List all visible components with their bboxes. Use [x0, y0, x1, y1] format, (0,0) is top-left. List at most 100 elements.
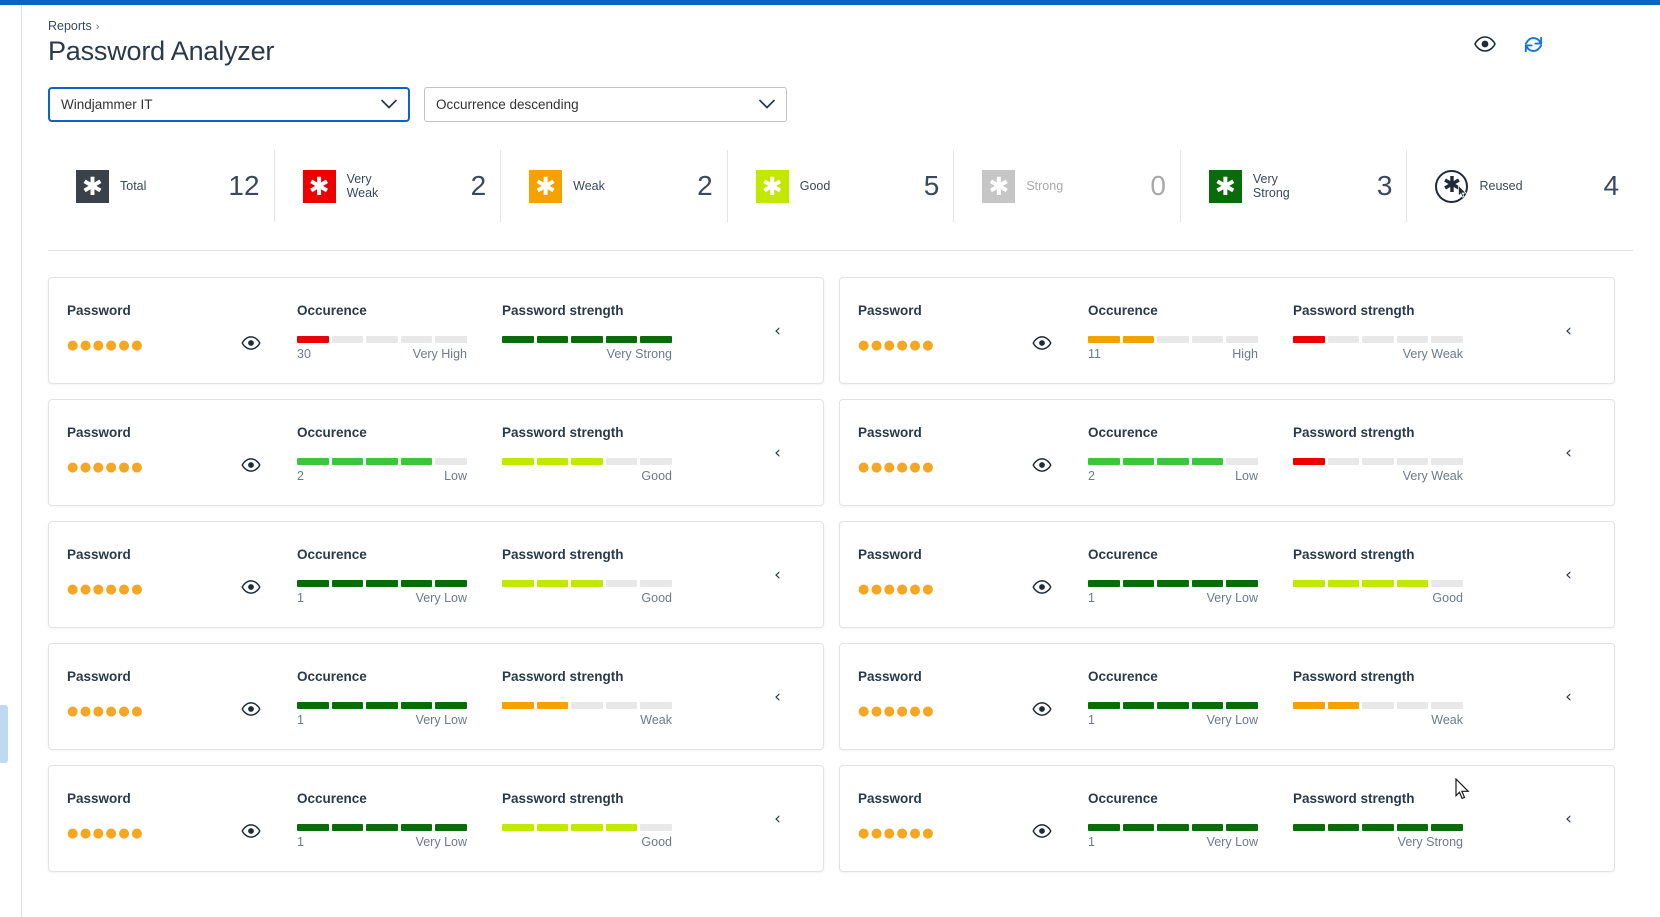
bar-segment	[331, 702, 364, 709]
password-card[interactable]: Password ●●●●●● Occurence 30 Very High Passwo…	[48, 277, 824, 384]
occurrence-column: Occurence 11 High	[1088, 278, 1293, 383]
password-card[interactable]: Password ●●●●●● Occurence 11 High Password st…	[839, 277, 1615, 384]
bar-segment	[1122, 458, 1155, 465]
eye-icon[interactable]	[241, 824, 261, 843]
bar-segment	[1122, 824, 1155, 831]
stat-value: 12	[228, 170, 260, 201]
rail-collapse-handle[interactable]	[0, 705, 8, 763]
asterisk-icon: ✱	[302, 169, 336, 203]
password-card[interactable]: Password ●●●●●● Occurence 1 Very Low Password…	[48, 521, 824, 628]
occurrence-value: 1	[297, 713, 304, 727]
stat-value: 0	[1150, 170, 1166, 201]
bar-segment	[400, 336, 433, 343]
occurrence-label: Very Low	[415, 591, 467, 605]
stat-value: 3	[1376, 170, 1393, 201]
chevron-left-icon[interactable]: ‹	[774, 442, 781, 463]
chevron-left-icon[interactable]: ‹	[774, 320, 781, 341]
strength-footer: Good	[502, 835, 672, 849]
stat-card-very-weak[interactable]: ✱ Very Weak 2	[275, 150, 502, 222]
chevron-left-icon[interactable]: ‹	[1565, 808, 1572, 829]
password-column-header: Password	[858, 303, 922, 318]
eye-icon[interactable]	[1032, 824, 1052, 843]
breadcrumb-reports-link[interactable]: Reports	[48, 19, 92, 33]
eye-icon[interactable]	[241, 580, 261, 599]
strength-footer: Very Strong	[502, 347, 672, 361]
occurrence-value: 11	[1088, 347, 1101, 361]
bar-segment	[435, 702, 467, 709]
bar-segment	[400, 702, 433, 709]
expand-column: ‹	[732, 522, 823, 627]
password-card[interactable]: Password ●●●●●● Occurence 2 Low Password stre…	[48, 399, 824, 506]
password-card[interactable]: Password ●●●●●● Occurence 1 Very Low Password…	[839, 643, 1615, 750]
strength-column-header: Password strength	[502, 303, 624, 318]
occurrence-column-header: Occurence	[1088, 791, 1158, 806]
strength-label: Weak	[1431, 713, 1463, 727]
occurrence-bar	[297, 580, 467, 587]
stat-card-total[interactable]: ✱ Total 12	[48, 150, 275, 222]
occurrence-footer: 11 High	[1088, 347, 1258, 361]
filter-bar: Windjammer IT Occurrence descending	[48, 87, 787, 122]
strength-footer: Very Strong	[1293, 835, 1463, 849]
eye-icon[interactable]	[1032, 580, 1052, 599]
bar-segment	[605, 458, 638, 465]
occurrence-column-header: Occurence	[297, 425, 367, 440]
bar-segment	[1362, 336, 1394, 343]
bar-segment	[435, 336, 467, 343]
bar-segment	[1122, 336, 1155, 343]
strength-bar	[502, 824, 672, 831]
password-column: Password ●●●●●●	[840, 278, 1088, 383]
page-title: Password Analyzer	[48, 36, 275, 66]
chevron-down-icon	[759, 97, 775, 112]
chevron-left-icon[interactable]: ‹	[774, 808, 781, 829]
organization-select[interactable]: Windjammer IT	[48, 87, 410, 122]
chevron-left-icon[interactable]: ‹	[774, 564, 781, 585]
occurrence-column: Occurence 1 Very Low	[1088, 522, 1293, 627]
eye-icon[interactable]	[1032, 702, 1052, 721]
bar-segment	[1088, 580, 1120, 587]
eye-icon[interactable]	[241, 702, 261, 721]
bar-segment	[297, 824, 329, 831]
stat-card-very-strong[interactable]: ✱ Very Strong 3	[1181, 150, 1408, 222]
chevron-left-icon[interactable]: ‹	[774, 686, 781, 707]
expand-column: ‹	[1523, 766, 1614, 871]
app-accent-bar	[0, 0, 1660, 5]
password-card[interactable]: Password ●●●●●● Occurence 1 Very Low Password…	[839, 765, 1615, 872]
masked-password: ●●●●●●	[858, 338, 936, 353]
chevron-left-icon[interactable]: ‹	[1565, 564, 1572, 585]
bar-segment	[640, 702, 672, 709]
bar-segment	[1226, 824, 1258, 831]
password-card[interactable]: Password ●●●●●● Occurence 1 Very Low Password…	[48, 765, 824, 872]
asterisk-icon: ✱	[529, 169, 563, 203]
bar-segment	[366, 824, 398, 831]
stat-card-reused[interactable]: ✱ Reused 4	[1407, 150, 1633, 222]
masked-password: ●●●●●●	[858, 704, 936, 719]
password-card[interactable]: Password ●●●●●● Occurence 1 Very Low Password…	[48, 643, 824, 750]
chevron-left-icon[interactable]: ‹	[1565, 320, 1572, 341]
sort-select[interactable]: Occurrence descending	[424, 87, 787, 122]
occurrence-value: 2	[297, 469, 304, 483]
password-card[interactable]: Password ●●●●●● Occurence 1 Very Low Password…	[839, 521, 1615, 628]
eye-icon[interactable]	[1473, 32, 1497, 56]
occurrence-footer: 1 Very Low	[297, 713, 467, 727]
stat-card-weak[interactable]: ✱ Weak 2	[501, 150, 728, 222]
reused-asterisk-icon: ✱	[1435, 169, 1469, 203]
masked-password: ●●●●●●	[858, 826, 936, 841]
expand-column: ‹	[732, 644, 823, 749]
chevron-left-icon[interactable]: ‹	[1565, 442, 1572, 463]
refresh-icon[interactable]	[1521, 32, 1545, 56]
stat-label: Reused	[1479, 178, 1523, 193]
occurrence-footer: 30 Very High	[297, 347, 467, 361]
chevron-left-icon[interactable]: ‹	[1565, 686, 1572, 707]
password-card[interactable]: Password ●●●●●● Occurence 2 Low Password stre…	[839, 399, 1615, 506]
stat-card-strong[interactable]: ✱ Strong 0	[954, 150, 1181, 222]
eye-icon[interactable]	[241, 336, 261, 355]
eye-icon[interactable]	[1032, 336, 1052, 355]
bar-segment	[571, 580, 603, 587]
eye-icon[interactable]	[1032, 458, 1052, 477]
breadcrumb: Reports ›	[48, 19, 99, 33]
bar-segment	[1293, 824, 1325, 831]
stat-card-good[interactable]: ✱ Good 5	[728, 150, 955, 222]
occurrence-value: 2	[1088, 469, 1095, 483]
eye-icon[interactable]	[241, 458, 261, 477]
bar-segment	[366, 580, 398, 587]
